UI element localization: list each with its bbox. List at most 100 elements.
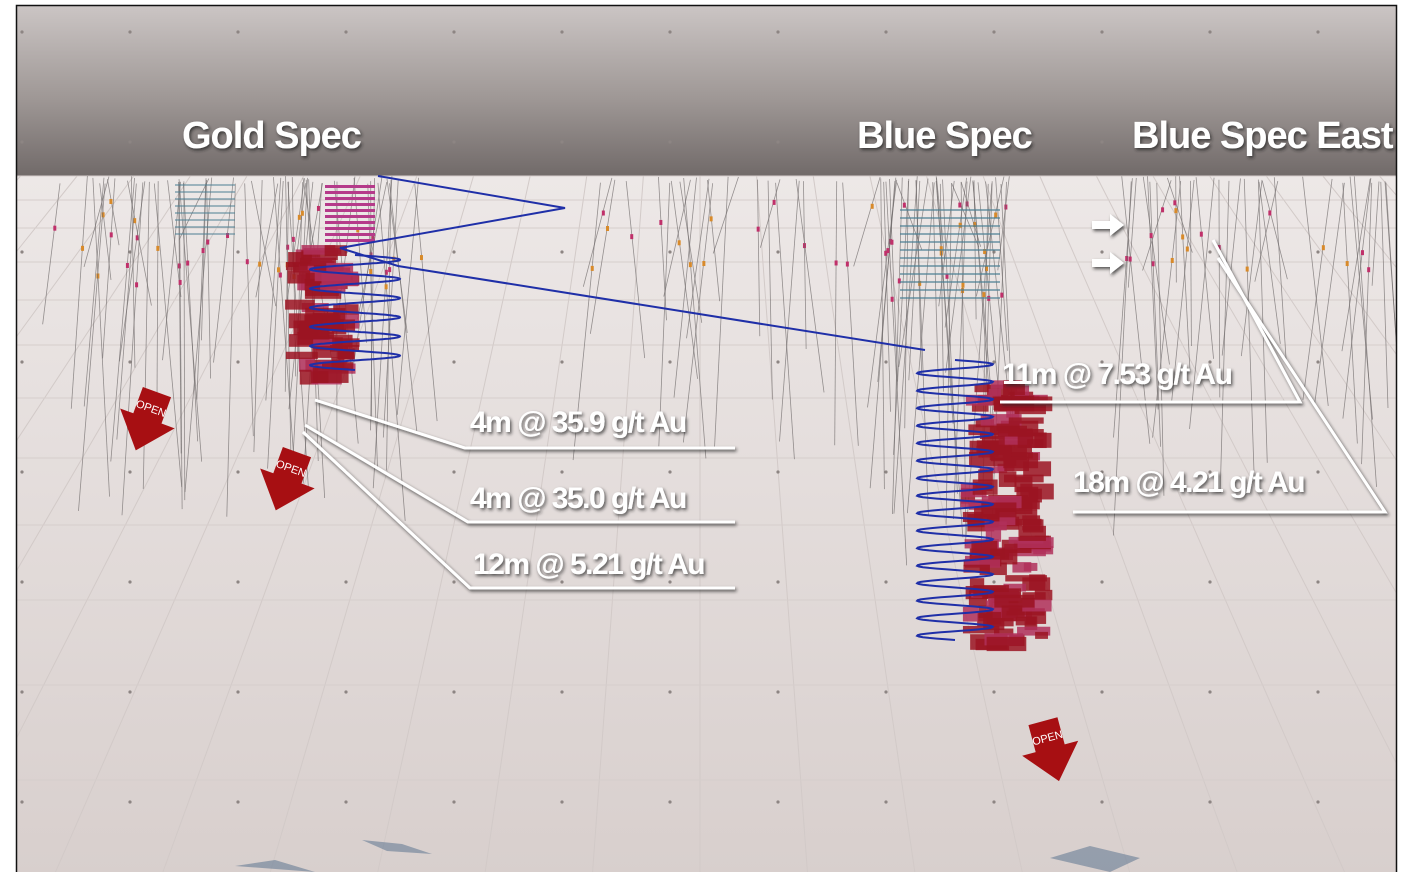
drill-hole xyxy=(265,177,282,401)
drill-hole xyxy=(1147,176,1159,410)
intercept-label: 12m @ 5.21 g/t Au xyxy=(473,548,704,581)
drill-hole xyxy=(670,180,698,379)
drill-hole xyxy=(78,183,106,511)
drill-hole xyxy=(1113,181,1132,536)
drill-hole xyxy=(182,183,199,442)
assay-mark xyxy=(371,236,375,242)
grid-dot xyxy=(236,360,240,364)
grid-dot xyxy=(128,470,132,474)
ore-block xyxy=(1003,583,1027,592)
drill-hole xyxy=(757,179,761,337)
assay-mark xyxy=(1268,210,1272,216)
ore-block xyxy=(1018,525,1046,541)
ore-block xyxy=(1022,599,1052,612)
assay-mark xyxy=(1217,245,1221,251)
grid-dot xyxy=(236,580,240,584)
grid-dot xyxy=(560,690,564,694)
ore-block xyxy=(969,578,985,594)
drill-hole xyxy=(178,181,183,510)
drill-hole xyxy=(683,177,707,459)
drill-hole xyxy=(83,177,105,407)
ore-block xyxy=(982,588,1022,599)
ore-block xyxy=(325,221,375,224)
drill-hole xyxy=(382,179,399,438)
assay-mark xyxy=(1128,256,1132,262)
drill-hole xyxy=(92,177,110,497)
ore-block xyxy=(285,351,318,360)
ore-block xyxy=(981,502,1017,518)
ore-block xyxy=(1012,562,1032,573)
drill-hole xyxy=(663,179,691,297)
assay-mark xyxy=(384,284,388,290)
ore-block xyxy=(1027,439,1044,448)
assay-mark xyxy=(388,267,392,273)
grid-dot xyxy=(452,30,456,34)
assay-mark xyxy=(983,249,987,255)
assay-mark xyxy=(419,255,423,261)
drill-hole xyxy=(906,182,935,514)
assay-mark xyxy=(81,245,85,251)
ore-block xyxy=(1025,610,1047,624)
drill-hole xyxy=(1218,179,1221,398)
grid-dot xyxy=(776,30,780,34)
open-arrow: OPEN xyxy=(1022,717,1079,782)
grid-dot xyxy=(668,250,672,254)
grid-dot xyxy=(884,30,888,34)
grid-dot xyxy=(1100,580,1104,584)
assay-mark xyxy=(834,260,838,266)
intercept-label: 4m @ 35.0 g/t Au xyxy=(470,482,686,515)
drill-hole xyxy=(842,182,859,446)
arrow-icon xyxy=(1092,252,1124,274)
assay-mark xyxy=(945,273,949,279)
drill-hole xyxy=(779,180,800,442)
assay-mark xyxy=(53,225,57,231)
drill-hole xyxy=(1314,182,1345,405)
drill-hole xyxy=(767,180,773,400)
drill-hole xyxy=(589,179,616,334)
grid-dot xyxy=(776,800,780,804)
drill-hole xyxy=(99,183,112,281)
grid-dot xyxy=(776,140,780,144)
drill-hole xyxy=(226,183,236,517)
assay-mark xyxy=(606,225,610,231)
assay-mark xyxy=(886,248,890,254)
floor xyxy=(17,176,1396,872)
ore-block xyxy=(968,424,1003,436)
ore-block xyxy=(960,499,996,508)
grid-dot xyxy=(1316,360,1320,364)
grid-dot xyxy=(344,800,348,804)
assay-mark xyxy=(125,262,129,268)
drill-hole xyxy=(853,176,881,267)
assay-mark xyxy=(316,205,320,211)
drill-hole xyxy=(714,176,729,447)
grid-dot xyxy=(236,690,240,694)
grid-dot xyxy=(236,30,240,34)
grid-dot xyxy=(20,580,24,584)
ore-block xyxy=(324,245,347,257)
grid-dot xyxy=(776,470,780,474)
drill-hole xyxy=(1243,178,1255,472)
grid-dot xyxy=(1208,30,1212,34)
grid-dot xyxy=(236,250,240,254)
drill-hole xyxy=(880,178,885,490)
drill-hole xyxy=(1240,179,1263,357)
drill-hole xyxy=(201,178,207,341)
drill-hole xyxy=(1302,178,1333,400)
ore-block xyxy=(1001,605,1025,622)
grid-dot xyxy=(452,580,456,584)
ore-block xyxy=(1021,396,1053,412)
grid-line xyxy=(982,175,1238,872)
drill-hole xyxy=(1127,177,1137,288)
ore-block xyxy=(1023,461,1052,477)
ore-block xyxy=(964,555,1001,568)
grid-dot xyxy=(560,800,564,804)
assay-mark xyxy=(630,234,634,240)
drill-hole xyxy=(775,182,795,460)
ore-block xyxy=(998,510,1038,521)
drill-hole xyxy=(893,178,910,455)
drill-hole xyxy=(213,177,234,363)
grid-dot xyxy=(236,470,240,474)
grid-line xyxy=(869,175,1023,872)
ore-block xyxy=(325,215,375,218)
drill-hole xyxy=(1371,181,1380,286)
